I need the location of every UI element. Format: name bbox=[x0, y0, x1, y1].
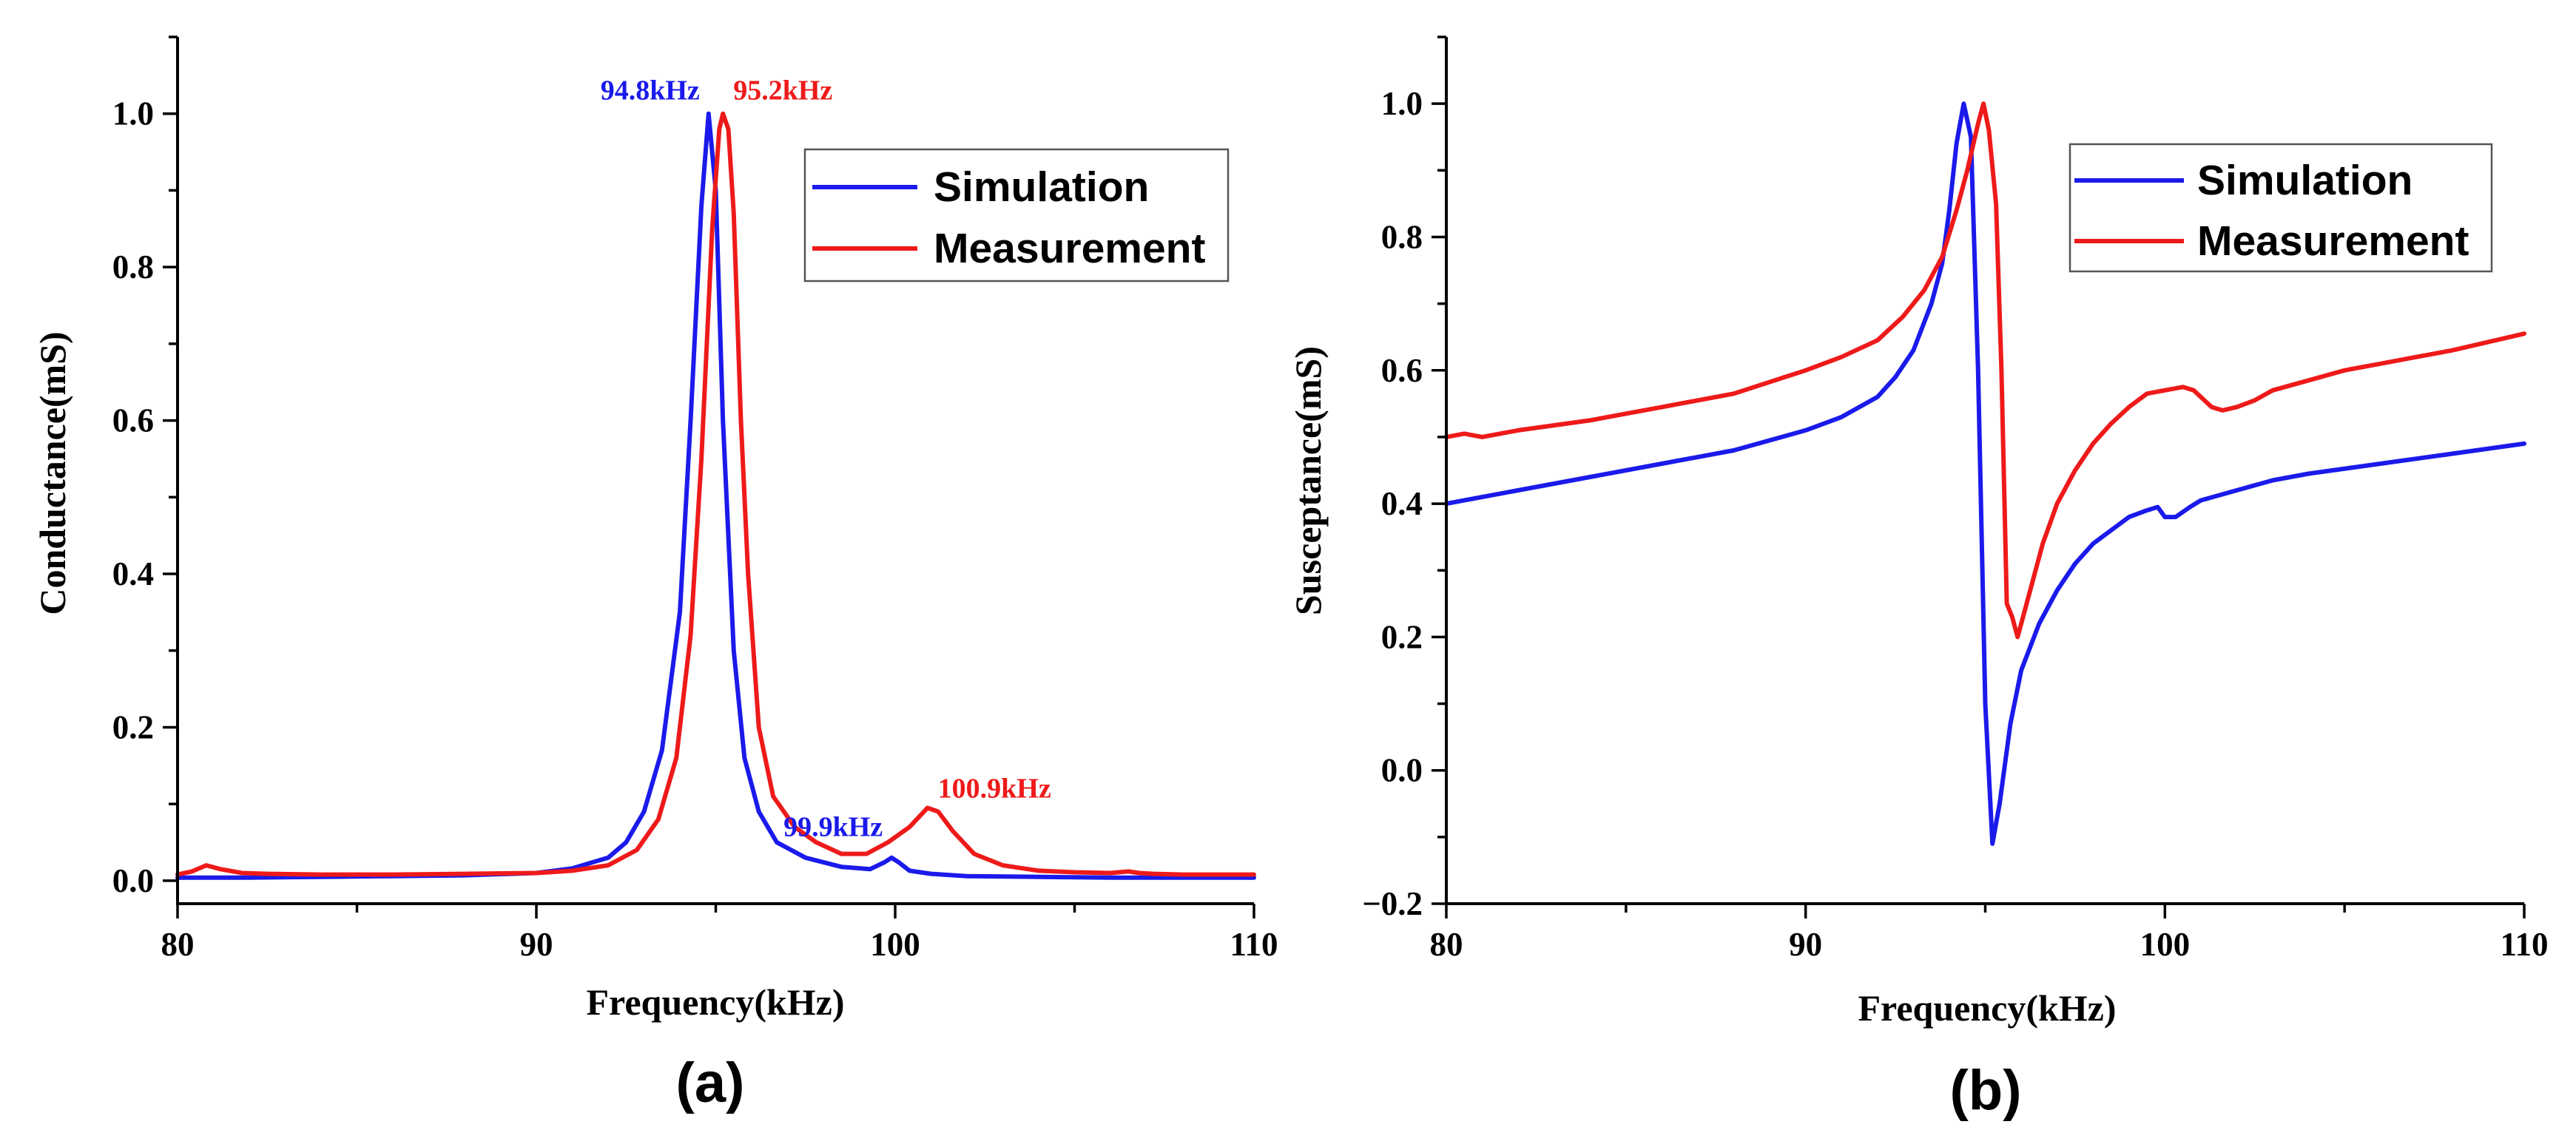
panel-b-label: (b) bbox=[1949, 1059, 2021, 1122]
panel-a-y-tick-label: 0.6 bbox=[112, 402, 154, 439]
panel-b-y-tick-label: 0.6 bbox=[1381, 352, 1423, 389]
panel-a-y-tick-label: 0.4 bbox=[112, 555, 154, 592]
panel-a-y-tick-label: 0.8 bbox=[112, 248, 154, 285]
panel-b-y-tick-label: −0.2 bbox=[1362, 885, 1423, 922]
panel-a-y-tick-label: 0.2 bbox=[112, 708, 154, 745]
panel-a-x-tick-label: 100 bbox=[870, 926, 920, 963]
panel-a-legend-simulation-label: Simulation bbox=[934, 163, 1149, 211]
panel-b-susceptance-chart: 80 90 100 110 −0.2 0.0 0.2 0.4 0.6 0.8 1.0 Frequen… bbox=[1287, 35, 2549, 1122]
panel-a-conductance-chart: 80 90 100 110 0.0 0.2 0.4 0.6 0.8 1.0 94.8kHz 95.2k… bbox=[32, 35, 1278, 1114]
panel-a-x-tick-label: 90 bbox=[520, 926, 553, 963]
panel-a-legend-box bbox=[803, 148, 1230, 282]
panel-a-plot-area: 80 90 100 110 0.0 0.2 0.4 0.6 0.8 1.0 94.8kHz 95.2k… bbox=[112, 35, 1278, 963]
panel-b-y-tick-label: 1.0 bbox=[1381, 85, 1423, 122]
panel-a-peak-annotation: 99.9kHz bbox=[783, 811, 883, 842]
panel-a-legend: Simulation Measurement bbox=[803, 148, 1230, 282]
panel-a-label: (a) bbox=[676, 1052, 745, 1114]
panel-b-legend: Simulation Measurement bbox=[2068, 143, 2493, 273]
panel-a-y-axis-title: Conductance(mS) bbox=[32, 331, 73, 615]
panel-b-y-tick-label: 0.0 bbox=[1381, 752, 1423, 789]
panel-a-series-measurement-line bbox=[175, 111, 1256, 877]
panel-b-y-tick-label: 0.4 bbox=[1381, 485, 1423, 522]
panel-a-peak-annotation: 95.2kHz bbox=[733, 75, 832, 106]
panel-b-x-tick-label: 100 bbox=[2140, 926, 2191, 963]
panel-b-y-tick-label: 0.2 bbox=[1381, 618, 1423, 655]
panel-a-peak-annotation: 94.8kHz bbox=[601, 75, 700, 106]
panel-a-x-axis-title: Frequency(kHz) bbox=[586, 981, 844, 1023]
panel-b-x-tick-label: 90 bbox=[1789, 926, 1822, 963]
panel-b-plot-area: 80 90 100 110 −0.2 0.0 0.2 0.4 0.6 0.8 1.0 bbox=[1362, 35, 2549, 963]
panel-a-x-tick-label: 110 bbox=[1230, 926, 1278, 963]
panel-a-x-tick-label: 80 bbox=[161, 926, 195, 963]
panel-a-y-tick-label: 1.0 bbox=[112, 95, 154, 132]
panel-a-legend-measurement-label: Measurement bbox=[934, 225, 1205, 272]
panel-b-x-tick-label: 80 bbox=[1430, 926, 1463, 963]
panel-b-legend-box bbox=[2068, 143, 2493, 273]
panel-b-series-simulation-line bbox=[1444, 101, 2526, 846]
panel-b-y-tick-label: 0.8 bbox=[1381, 218, 1423, 255]
panel-a-y-tick-label: 0.0 bbox=[112, 862, 154, 899]
panel-b-legend-simulation-label: Simulation bbox=[2197, 157, 2413, 204]
panel-b-series-measurement-line bbox=[1444, 101, 2526, 640]
panel-a-peak-annotation: 100.9kHz bbox=[938, 773, 1051, 804]
panel-b-y-axis-title: Susceptance(mS) bbox=[1287, 346, 1329, 615]
panel-b-x-tick-label: 110 bbox=[2500, 926, 2548, 963]
panel-b-legend-measurement-label: Measurement bbox=[2197, 217, 2469, 265]
panel-b-x-axis-title: Frequency(kHz) bbox=[1858, 987, 2116, 1029]
